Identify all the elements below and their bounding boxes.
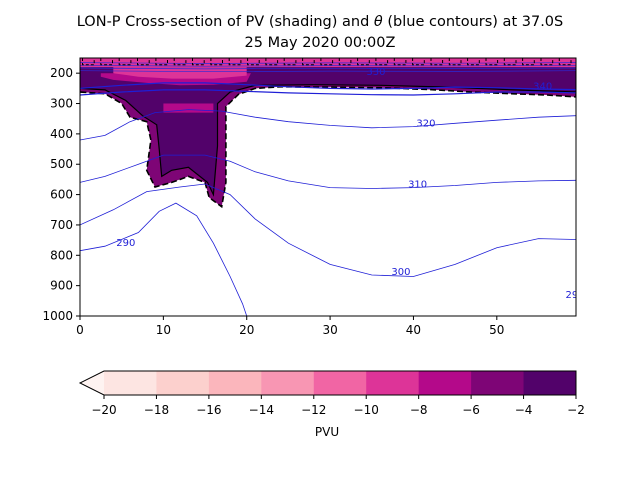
plot-area: 290 300 310 320 330 340 29 [80, 58, 578, 316]
colorbar-tick-label: −6 [462, 403, 480, 417]
pv-top-cell [118, 58, 132, 66]
y-tick-label: 400 [50, 127, 73, 141]
pv-top-cell [192, 58, 205, 66]
pv-top-cell [375, 58, 389, 66]
contour-label-340: 340 [533, 81, 552, 92]
colorbar-swatch [156, 371, 210, 395]
pv-top-cell [338, 58, 352, 66]
colorbar-tick-label: −10 [354, 403, 379, 417]
pv-top-cell [448, 58, 462, 66]
chart-title-line1: LON-P Cross-section of PV (shading) and … [0, 14, 640, 30]
pv-top-cell [540, 58, 554, 66]
pv-top-cell [137, 58, 150, 66]
theta-contour-320 [80, 109, 576, 141]
colorbar-tick-label: −8 [410, 403, 428, 417]
colorbar-tick-label: −4 [515, 403, 533, 417]
colorbar-swatch [366, 371, 420, 395]
pv-top-cell [82, 58, 95, 66]
pv-top-cell [302, 58, 315, 66]
x-tick-label: 40 [406, 323, 421, 337]
theta-contour-290 [80, 202, 248, 316]
contour-label-310: 310 [408, 180, 427, 191]
y-tick-label: 300 [50, 97, 73, 111]
contour-label-290: 290 [116, 238, 135, 249]
colorbar-swatch [104, 371, 157, 395]
theta-contour-upper [80, 64, 576, 67]
x-tick-label: 30 [322, 323, 337, 337]
pv-top-cell [503, 58, 517, 66]
theta-contour-upper [80, 62, 576, 64]
contour-label-320: 320 [416, 118, 435, 129]
pv-top-cell [485, 58, 499, 66]
y-tick-label: 900 [50, 279, 73, 293]
pv-region-inner [80, 58, 576, 197]
colorbar-swatch [261, 371, 315, 395]
theta-contour-330 [80, 89, 576, 96]
y-tick-label: 500 [50, 157, 73, 171]
colorbar-swatch [313, 371, 367, 395]
theta-contour-upper [80, 67, 576, 70]
pv-top-cell [357, 58, 370, 66]
pv-top-cell [155, 58, 168, 66]
theta-contour-300 [80, 183, 576, 277]
colorbar-tick-label: −18 [144, 403, 169, 417]
colorbar-tick-label: −16 [196, 403, 221, 417]
y-tick-label: 800 [50, 248, 73, 262]
x-tick-label: 50 [489, 323, 504, 337]
colorbar-swatch [523, 371, 577, 395]
y-tick-label: 200 [50, 66, 73, 80]
colorbar-swatch [418, 371, 472, 395]
theta-contour-310 [80, 154, 576, 189]
pv-top-cell [393, 58, 407, 66]
y-tick-label: 1000 [42, 309, 73, 323]
colorbar-tick-label: −14 [249, 403, 274, 417]
theta-contour-340 [80, 82, 576, 91]
colorbar-label: PVU [315, 425, 339, 439]
y-tick-label: 600 [50, 188, 73, 202]
plot-frame [79, 57, 577, 317]
pv-top-cell [100, 58, 113, 66]
pv-top-cell [412, 58, 425, 66]
title-theta-symbol: θ [373, 14, 383, 30]
colorbar-tick-label: −2 [567, 403, 585, 417]
pv-top-cell [247, 58, 260, 66]
pv-top-cell [173, 58, 187, 66]
pv-top-cell [467, 58, 480, 66]
y-tick-label: 700 [50, 218, 73, 232]
pv-top-cell [430, 58, 444, 66]
x-tick-label: 0 [76, 323, 84, 337]
theta-contour-upper [80, 70, 576, 73]
contour-label-330: 330 [366, 67, 385, 78]
pv-top-cell [320, 58, 334, 66]
colorbar-swatch [471, 371, 525, 395]
title-text-b: (blue contours) at 37.0S [387, 14, 564, 30]
pv-trough-center [113, 67, 247, 79]
pv-top-cell [522, 58, 535, 66]
contour-label-29: 29 [565, 290, 578, 301]
colorbar-extend-triangle [80, 371, 104, 395]
axes: 0 10 20 30 40 50 200 300 400 500 600 700 800 900 1000 [42, 66, 504, 337]
colorbar: −20 −18 −16 −14 −12 −10 −8 −6 −4 −2 [78, 370, 585, 417]
contour-label-300: 300 [391, 267, 410, 278]
colorbar-tick-label: −12 [301, 403, 326, 417]
chart-title-line2: 25 May 2020 00:00Z [244, 35, 396, 51]
title-text-a: LON-P Cross-section of PV (shading) and [76, 14, 370, 30]
pv-top-cell [210, 58, 223, 66]
colorbar-tick-label: −20 [91, 403, 116, 417]
pv-top-cell [265, 58, 279, 66]
colorbar-swatch [208, 371, 262, 395]
pv-top-cell [228, 58, 242, 66]
pv-top-cell [558, 58, 572, 66]
pv-top-cell [283, 58, 297, 66]
colorbar-outline [78, 370, 577, 396]
x-tick-label: 10 [156, 323, 171, 337]
x-tick-label: 20 [239, 323, 254, 337]
